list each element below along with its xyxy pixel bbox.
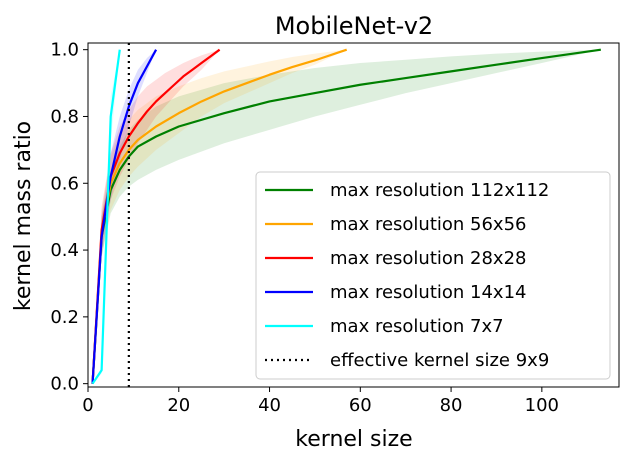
y-tick-label: 0.8: [50, 106, 79, 127]
series-line-1: [91, 48, 348, 384]
series-line-3: [91, 49, 158, 384]
series-lines: [91, 48, 602, 385]
legend-box: [255, 171, 611, 380]
x-axis-ticks: 0 20 40 60 80 100: [82, 387, 559, 416]
x-tick-label: 20: [167, 395, 190, 416]
x-tick-label: 0: [82, 395, 93, 416]
y-axis-ticks: 0.0 0.2 0.4 0.6 0.8 1.0: [50, 40, 88, 395]
legend: max resolution 112x112 max resolution 56x…: [255, 171, 611, 380]
y-tick-label: 0.4: [50, 240, 79, 261]
legend-label-0: max resolution 112x112: [330, 180, 549, 201]
y-tick-label: 0.2: [50, 307, 79, 328]
y-tick-label: 1.0: [50, 40, 79, 61]
x-tick-label: 100: [525, 395, 559, 416]
series-line-4: [91, 49, 121, 385]
series-line-0: [91, 48, 602, 384]
chart-title: MobileNet-v2: [275, 12, 433, 40]
y-axis-label: kernel mass ratio: [11, 121, 36, 311]
legend-label-2: max resolution 28x28: [330, 248, 526, 269]
legend-label-4: max resolution 7x7: [330, 316, 504, 337]
y-tick-label: 0.0: [50, 374, 79, 395]
x-tick-label: 40: [258, 395, 281, 416]
series-band-2: [92, 49, 220, 384]
plot-frame: [87, 42, 620, 388]
series-band-0: [92, 49, 601, 384]
series-line-2: [91, 48, 221, 384]
x-tick-label: 60: [349, 395, 372, 416]
legend-label-1: max resolution 56x56: [330, 214, 526, 235]
series-band-1: [92, 49, 347, 384]
x-axis-label: kernel size: [295, 427, 412, 452]
legend-label-3: max resolution 14x14: [330, 282, 526, 303]
y-tick-label: 0.6: [50, 173, 79, 194]
legend-label-5: effective kernel size 9x9: [330, 350, 549, 371]
x-tick-label: 80: [440, 395, 463, 416]
